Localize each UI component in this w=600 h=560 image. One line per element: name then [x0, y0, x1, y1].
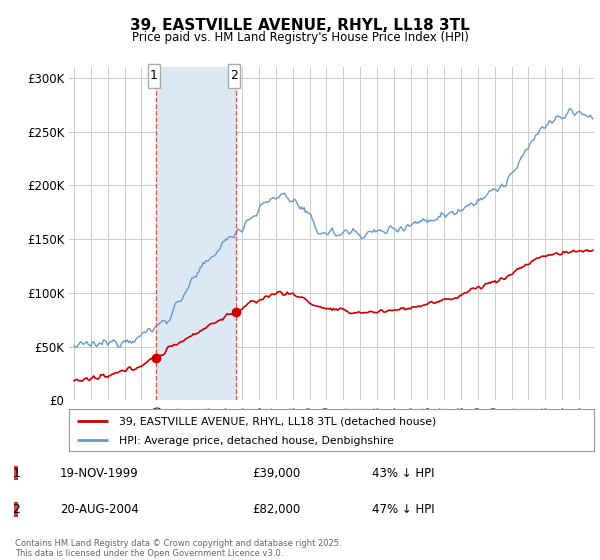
FancyBboxPatch shape	[228, 64, 239, 87]
Bar	[157, 67, 236, 400]
FancyBboxPatch shape	[148, 64, 160, 87]
Text: Price paid vs. HM Land Registry's House Price Index (HPI): Price paid vs. HM Land Registry's House …	[131, 31, 469, 44]
Text: £39,000: £39,000	[252, 466, 300, 480]
Text: 2: 2	[230, 69, 238, 82]
Text: 1: 1	[150, 69, 158, 82]
Text: 2: 2	[12, 503, 20, 516]
Text: 19-NOV-1999: 19-NOV-1999	[60, 466, 139, 480]
Text: £82,000: £82,000	[252, 503, 300, 516]
Text: 39, EASTVILLE AVENUE, RHYL, LL18 3TL: 39, EASTVILLE AVENUE, RHYL, LL18 3TL	[130, 18, 470, 33]
Text: Contains HM Land Registry data © Crown copyright and database right 2025.
This d: Contains HM Land Registry data © Crown c…	[15, 539, 341, 558]
Text: 1: 1	[12, 466, 20, 480]
Text: 43% ↓ HPI: 43% ↓ HPI	[372, 466, 434, 480]
Text: 39, EASTVILLE AVENUE, RHYL, LL18 3TL (detached house): 39, EASTVILLE AVENUE, RHYL, LL18 3TL (de…	[119, 417, 436, 426]
Text: 20-AUG-2004: 20-AUG-2004	[60, 503, 139, 516]
Text: HPI: Average price, detached house, Denbighshire: HPI: Average price, detached house, Denb…	[119, 436, 394, 446]
Text: 47% ↓ HPI: 47% ↓ HPI	[372, 503, 434, 516]
